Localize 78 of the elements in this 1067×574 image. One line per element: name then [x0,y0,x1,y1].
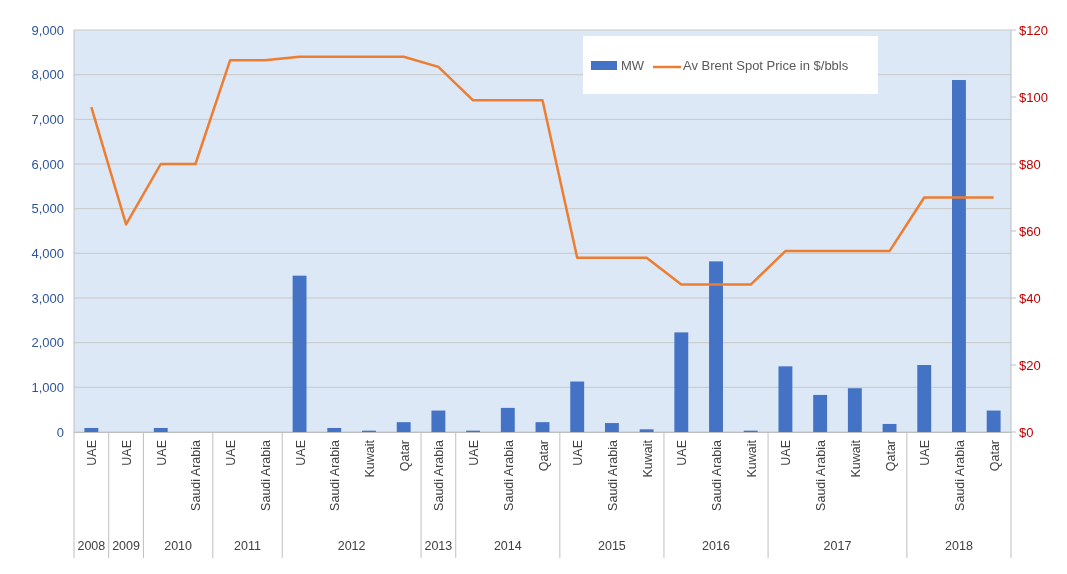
bar [292,275,307,432]
x-tick-label: Kuwait [362,439,377,478]
y-tick-label: 5,000 [31,201,64,217]
y-tick-label: 6,000 [31,156,64,172]
text: 2017 [823,539,852,553]
bar [535,422,550,432]
y-tick-label: 2,000 [31,335,64,351]
text: 2015 [598,539,626,553]
x-tick-label: Qatar [883,440,898,472]
y2-tick-label: $120 [1019,22,1048,38]
y-tick-label: 7,000 [31,111,64,127]
x-tick-label: UAE [779,440,794,466]
text: 2009 [112,539,141,553]
bar [639,429,654,432]
text: 2008 [77,539,106,553]
y2-tick-label: $80 [1019,156,1041,172]
x-tick-label: UAE [571,440,586,466]
text: 2016 [702,539,730,553]
bar [778,366,793,432]
y-tick-label: 3,000 [31,290,64,306]
x-tick-label: Saudi Arabia [328,439,343,511]
bar [882,423,897,432]
x-tick-label: Saudi Arabia [189,439,204,511]
bar [431,410,446,432]
bar [327,427,342,432]
x-tick-label: Kuwait [744,439,759,478]
y-tick-label: 8,000 [31,67,64,83]
x-tick-label: Saudi Arabia [501,439,516,511]
legend-label: MW [621,58,645,73]
x-tick-label: Qatar [536,440,551,472]
bar [396,422,411,432]
bar [813,394,828,432]
x-tick-label: UAE [120,440,135,466]
bar [84,427,99,432]
bar [709,261,723,432]
text: 2018 [945,539,973,553]
x-tick-label: Saudi Arabia [814,439,829,511]
x-tick-label: Kuwait [848,439,863,478]
y2-tick-label: $100 [1019,89,1048,105]
x-tick-label: Qatar [987,440,1002,472]
y2-tick-label: $40 [1019,290,1041,306]
x-tick-label: Saudi Arabia [952,439,967,511]
bar [153,427,168,432]
x-tick-label: Kuwait [640,439,655,478]
x-tick-label: Saudi Arabia [710,439,725,511]
bar [917,365,932,432]
x-tick-label: Saudi Arabia [605,439,620,511]
x-tick-label: UAE [467,440,482,466]
y2-tick-label: $60 [1019,223,1041,239]
y-tick-label: 9,000 [31,22,64,38]
x-tick-label: Qatar [397,440,412,472]
text: 2013 [424,539,453,553]
text: 2014 [493,539,522,553]
line-series [90,55,995,286]
y-tick-label: 0 [56,424,64,440]
x-tick-label: UAE [293,440,308,466]
text: 2012 [337,539,366,553]
bar [500,407,515,432]
x-tick-label: UAE [154,440,169,466]
legend-label: Av Brent Spot Price in $/bbls [683,58,849,73]
y-tick-label: 1,000 [31,379,64,395]
y-tick-label: 4,000 [31,245,64,261]
x-tick-label: UAE [85,440,100,466]
text: 2010 [164,539,193,553]
x-tick-label: UAE [224,440,239,466]
bar [952,80,966,432]
bar [847,388,862,432]
x-tick-label: Saudi Arabia [432,439,447,511]
bar [570,381,585,432]
bar [986,410,1001,432]
bar [674,332,689,432]
y2-tick-label: $20 [1019,357,1041,373]
y2-tick-label: $0 [1019,424,1034,440]
x-tick-label: UAE [675,440,690,466]
x-tick-label: Saudi Arabia [258,439,273,511]
bar [604,423,619,432]
x-tick-label: UAE [918,440,933,466]
text: 2011 [234,539,261,553]
